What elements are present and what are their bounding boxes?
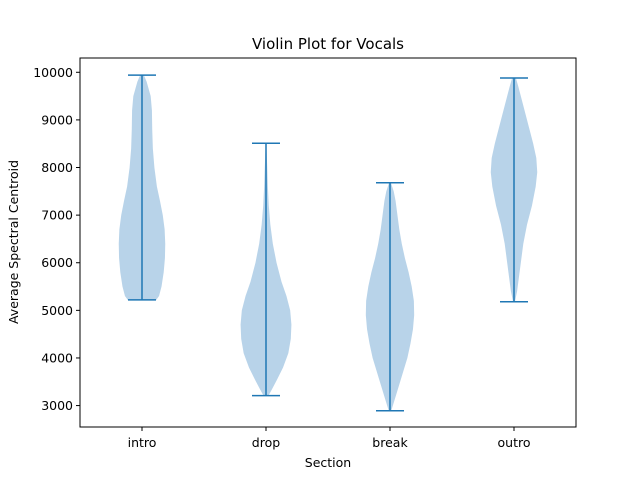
violins-layer bbox=[118, 74, 538, 412]
x-tick-label: intro bbox=[128, 435, 157, 450]
chart-title: Violin Plot for Vocals bbox=[252, 35, 404, 53]
y-tick-label: 6000 bbox=[41, 255, 73, 270]
x-axis-ticks: intro drop break outro bbox=[128, 427, 531, 450]
x-axis-label: Section bbox=[305, 455, 351, 470]
y-axis-label: Average Spectral Centroid bbox=[6, 160, 21, 324]
y-tick-label: 4000 bbox=[41, 350, 73, 365]
y-tick-label: 9000 bbox=[41, 112, 73, 127]
x-tick-label: drop bbox=[252, 435, 280, 450]
x-tick-label: outro bbox=[498, 435, 531, 450]
y-axis-ticks: 3000 4000 5000 6000 7000 8000 9000 10000 bbox=[33, 65, 80, 413]
x-tick-label: break bbox=[372, 435, 408, 450]
y-tick-label: 8000 bbox=[41, 160, 73, 175]
y-tick-label: 5000 bbox=[41, 303, 73, 318]
y-tick-label: 10000 bbox=[33, 65, 73, 80]
y-tick-label: 7000 bbox=[41, 208, 73, 223]
y-tick-label: 3000 bbox=[41, 398, 73, 413]
plot-frame bbox=[79, 57, 577, 428]
